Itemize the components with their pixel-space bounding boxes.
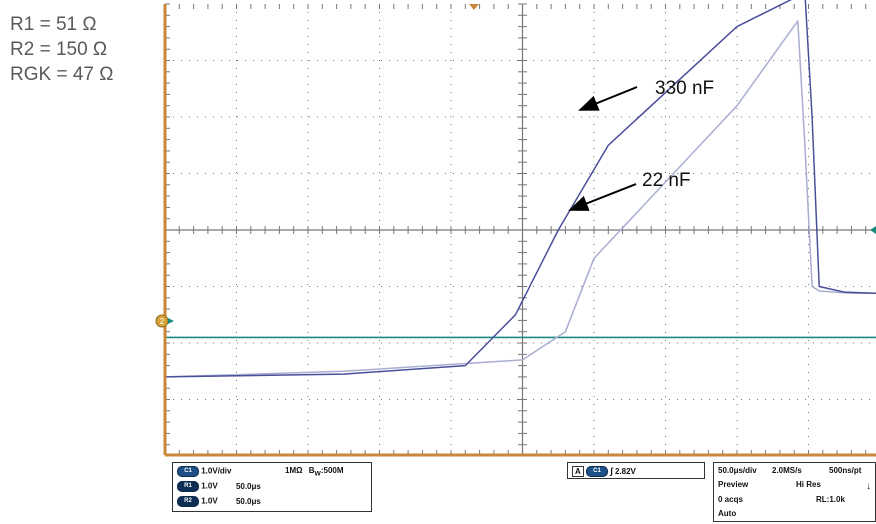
- ch1-badge[interactable]: C1: [177, 466, 199, 477]
- acquisition-readout-panel: 50.0μs/div 2.0MS/s 500ns/pt Preview Hi R…: [713, 462, 876, 522]
- label-22nf: 22 nF: [642, 170, 691, 191]
- trace-330nf: [164, 0, 876, 378]
- acq-count: 0 acqs: [718, 495, 743, 504]
- label-330nf: 330 nF: [655, 78, 715, 99]
- trigger-source-badge[interactable]: C1: [586, 466, 609, 478]
- ch1-scale: 1.0V/div: [201, 466, 232, 476]
- arrow-330nf: [578, 86, 638, 111]
- trace-22nf: [164, 20, 876, 378]
- channel-readout-panel: C1 1.0V/div 1MΩ BW:500M R1 1.0V 50.0μs R…: [172, 462, 372, 512]
- r2-badge[interactable]: R2: [177, 496, 199, 507]
- r1-badge[interactable]: R1: [177, 481, 199, 492]
- annotation-rgk: RGK = 47 Ω: [10, 64, 114, 85]
- r2-scale: 1.0V: [201, 496, 218, 506]
- ch1-bw-suffix: W: [314, 470, 321, 478]
- ch1-bw-prefix: B: [308, 466, 315, 475]
- acq-rate: 2.0MS/s: [772, 466, 802, 475]
- acq-state: Auto: [718, 509, 737, 518]
- ch1-bandwidth: :500M: [320, 466, 344, 475]
- r1-scale: 1.0V: [201, 481, 218, 491]
- trigger-level-marker: [870, 226, 876, 234]
- circuit-annotations: R1 = 51 Ω R2 = 150 Ω RGK = 47 Ω: [10, 12, 113, 87]
- trigger-mode: A: [572, 466, 584, 477]
- annotation-r1: R1 = 51 Ω: [10, 14, 97, 35]
- acq-record-length: RL:1.0k: [816, 495, 845, 504]
- acq-mode: Preview: [718, 480, 749, 489]
- channel2-marker: 2: [155, 314, 174, 328]
- annotation-r2: R2 = 150 Ω: [10, 39, 108, 60]
- trigger-position-marker: [469, 4, 479, 10]
- ch1-coupling: 1MΩ: [285, 466, 303, 475]
- graticule: [164, 3, 876, 455]
- r2-time: 50.0μs: [235, 496, 261, 506]
- acq-timebase: 50.0μs/div: [718, 466, 757, 475]
- trigger-level: 2.82V: [614, 467, 636, 476]
- trigger-readout-panel: A C1 ∫ 2.82V: [567, 462, 705, 479]
- svg-text:2: 2: [160, 317, 165, 326]
- trigger-slope-icon: ∫: [610, 466, 613, 476]
- r1-time: 50.0μs: [235, 481, 261, 491]
- traces: [164, 0, 876, 378]
- acq-hires: Hi Res: [796, 480, 821, 489]
- acq-stop-icon: ↓: [866, 481, 871, 492]
- acq-resolution: 500ns/pt: [829, 466, 862, 475]
- arrow-22nf: [568, 183, 637, 211]
